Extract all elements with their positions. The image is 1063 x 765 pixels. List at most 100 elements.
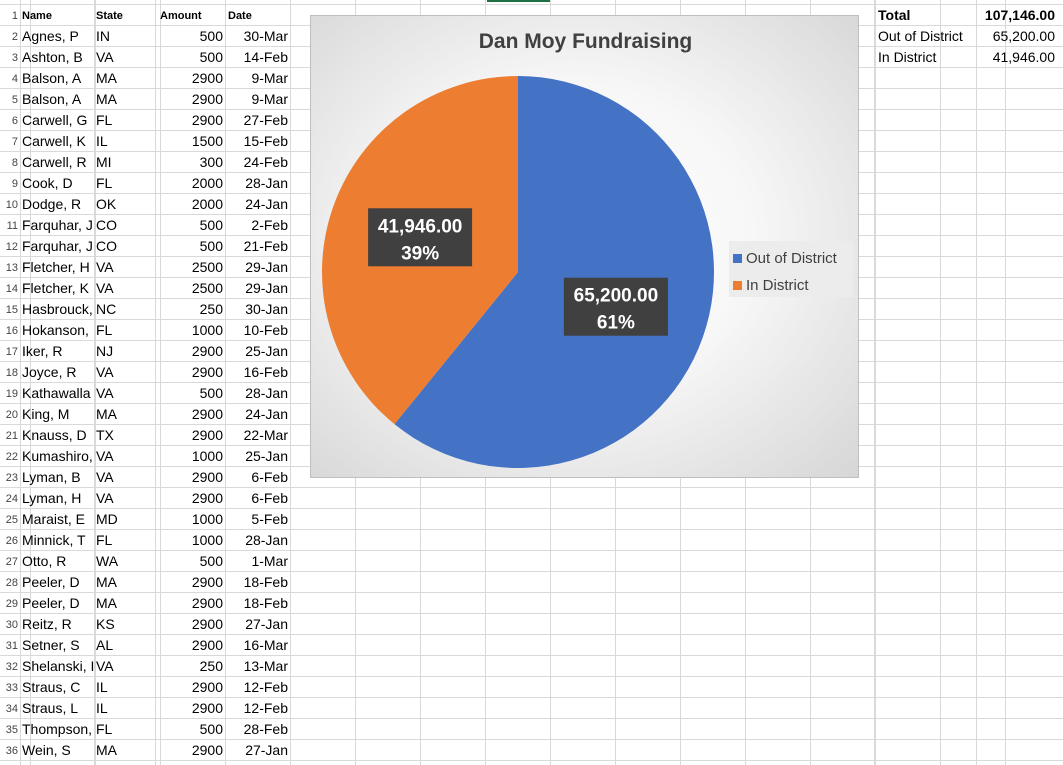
cell-name[interactable]: Ashton, B (22, 49, 83, 65)
cell-state[interactable]: WA (96, 553, 119, 569)
cell-amount[interactable]: 1000 (191, 448, 223, 464)
pie-slice-out-of-district[interactable] (394, 76, 714, 468)
cell-amount[interactable]: 2500 (191, 259, 223, 275)
cell-name[interactable]: Wein, S (22, 742, 71, 758)
cell-state[interactable]: CO (96, 217, 117, 233)
cell-name[interactable]: Balson, A (22, 70, 82, 86)
cell-amount[interactable]: 300 (199, 154, 223, 170)
cell-state[interactable]: MA (96, 91, 117, 107)
cell-date[interactable]: 2-Feb (251, 217, 288, 233)
cell-state[interactable]: VA (96, 385, 114, 401)
cell-name[interactable]: Peeler, D (22, 595, 80, 611)
cell-date[interactable]: 30-Mar (243, 28, 288, 44)
cell-state[interactable]: AL (96, 637, 114, 653)
cell-name[interactable]: Lyman, H (22, 490, 82, 506)
cell-state[interactable]: IL (96, 700, 108, 716)
cell-date[interactable]: 18-Feb (243, 574, 288, 590)
cell-amount[interactable]: 2500 (191, 280, 223, 296)
chart-legend[interactable]: Out of District In District (729, 241, 853, 297)
cell-date[interactable]: 13-Mar (243, 658, 288, 674)
cell-amount[interactable]: 2000 (191, 175, 223, 191)
cell-date[interactable]: 12-Feb (243, 679, 288, 695)
cell-name[interactable]: Dodge, R (22, 196, 82, 212)
summary-value[interactable]: 41,946.00 (992, 49, 1055, 65)
cell-name[interactable]: Joyce, R (22, 364, 77, 380)
cell-date[interactable]: 24-Jan (245, 406, 288, 422)
cell-state[interactable]: MI (96, 154, 112, 170)
cell-date[interactable]: 9-Mar (251, 70, 288, 86)
cell-name[interactable]: Setner, S (22, 637, 80, 653)
cell-date[interactable]: 30-Jan (245, 301, 288, 317)
cell-amount[interactable]: 1000 (191, 322, 223, 338)
cell-date[interactable]: 12-Feb (243, 700, 288, 716)
cell-name[interactable]: Kathawalla (22, 385, 91, 401)
cell-name[interactable]: Farquhar, J (22, 217, 93, 233)
header-amount[interactable]: Amount (160, 10, 202, 22)
cell-name[interactable]: Cook, D (22, 175, 73, 191)
cell-amount[interactable]: 2900 (191, 427, 223, 443)
cell-amount[interactable]: 500 (199, 385, 223, 401)
cell-date[interactable]: 5-Feb (251, 511, 288, 527)
cell-amount[interactable]: 2900 (191, 742, 223, 758)
cell-name[interactable]: Shelanski, I (22, 658, 94, 674)
cell-name[interactable]: Otto, R (22, 553, 67, 569)
header-date[interactable]: Date (228, 10, 252, 22)
summary-label[interactable]: In District (878, 49, 937, 65)
cell-date[interactable]: 28-Jan (245, 175, 288, 191)
cell-amount[interactable]: 2900 (191, 700, 223, 716)
cell-state[interactable]: NJ (96, 343, 114, 359)
cell-state[interactable]: VA (96, 658, 114, 674)
cell-amount[interactable]: 250 (199, 658, 223, 674)
cell-name[interactable]: King, M (22, 406, 70, 422)
cell-state[interactable]: VA (96, 259, 114, 275)
cell-date[interactable]: 10-Feb (243, 322, 288, 338)
summary-value[interactable]: 65,200.00 (992, 28, 1055, 44)
summary-label[interactable]: Total (878, 7, 911, 23)
cell-date[interactable]: 27-Feb (243, 112, 288, 128)
cell-date[interactable]: 27-Jan (245, 616, 288, 632)
cell-state[interactable]: KS (96, 616, 115, 632)
cell-name[interactable]: Straus, L (22, 700, 79, 716)
cell-amount[interactable]: 500 (199, 553, 223, 569)
cell-amount[interactable]: 2900 (191, 364, 223, 380)
cell-name[interactable]: Maraist, E (22, 511, 86, 527)
cell-name[interactable]: Fletcher, K (22, 280, 89, 296)
cell-name[interactable]: Balson, A (22, 91, 82, 107)
cell-date[interactable]: 24-Feb (243, 154, 288, 170)
cell-name[interactable]: Iker, R (22, 343, 63, 359)
cell-state[interactable]: FL (96, 175, 113, 191)
cell-state[interactable]: VA (96, 280, 114, 296)
cell-amount[interactable]: 2900 (191, 490, 223, 506)
cell-state[interactable]: IL (96, 133, 108, 149)
cell-state[interactable]: FL (96, 532, 113, 548)
cell-amount[interactable]: 500 (199, 238, 223, 254)
cell-amount[interactable]: 2900 (191, 616, 223, 632)
cell-amount[interactable]: 500 (199, 721, 223, 737)
cell-amount[interactable]: 2900 (191, 70, 223, 86)
cell-amount[interactable]: 500 (199, 28, 223, 44)
cell-name[interactable]: Thompson, (22, 721, 93, 737)
cell-date[interactable]: 29-Jan (245, 259, 288, 275)
cell-date[interactable]: 25-Jan (245, 343, 288, 359)
cell-state[interactable]: IN (96, 28, 110, 44)
cell-name[interactable]: Straus, C (22, 679, 81, 695)
cell-date[interactable]: 15-Feb (243, 133, 288, 149)
cell-state[interactable]: MA (96, 574, 117, 590)
header-state[interactable]: State (96, 10, 123, 22)
summary-label[interactable]: Out of District (878, 28, 963, 44)
cell-name[interactable]: Knauss, D (22, 427, 87, 443)
cell-amount[interactable]: 2900 (191, 91, 223, 107)
cell-name[interactable]: Minnick, T (22, 532, 86, 548)
cell-name[interactable]: Carwell, K (22, 133, 86, 149)
summary-value[interactable]: 107,146.00 (984, 7, 1055, 23)
cell-amount[interactable]: 1500 (191, 133, 223, 149)
cell-state[interactable]: FL (96, 322, 113, 338)
cell-amount[interactable]: 2900 (191, 112, 223, 128)
cell-name[interactable]: Hokanson, (22, 322, 89, 338)
cell-state[interactable]: TX (96, 427, 114, 443)
cell-state[interactable]: IL (96, 679, 108, 695)
cell-state[interactable]: MA (96, 742, 117, 758)
cell-date[interactable]: 6-Feb (251, 490, 288, 506)
cell-date[interactable]: 27-Jan (245, 742, 288, 758)
cell-amount[interactable]: 2900 (191, 574, 223, 590)
